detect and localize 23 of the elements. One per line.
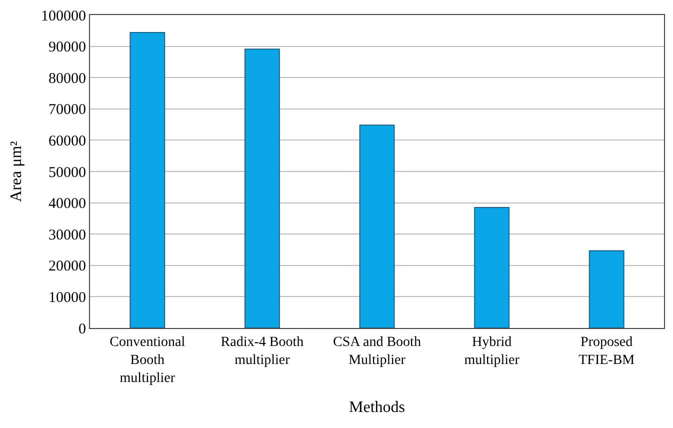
y-tick-label: 30000 [48, 227, 86, 244]
x-tick-label: Hybrid multiplier [464, 334, 520, 368]
y-tick-label: 70000 [48, 102, 86, 118]
y-tick-label: 100000 [41, 8, 86, 24]
y-tick-label: 50000 [48, 164, 86, 181]
y-tick-label: 0 [78, 321, 86, 338]
bar [359, 124, 395, 328]
y-tick-label: 10000 [48, 290, 86, 306]
x-tick-label: Conventional Booth multiplier [110, 334, 186, 386]
bar [244, 48, 280, 328]
y-tick-label: 80000 [48, 70, 86, 87]
x-axis-title: Methods [349, 398, 405, 416]
bar [130, 32, 166, 328]
y-tick-label: 20000 [48, 258, 86, 275]
y-tick-label: 60000 [48, 133, 86, 150]
x-tick-label: Radix-4 Booth multiplier [220, 334, 304, 368]
x-tick-label: CSA and Booth Multiplier [333, 334, 421, 368]
y-tick-label: 40000 [48, 196, 86, 212]
bar [474, 207, 510, 328]
bar [588, 250, 624, 328]
y-tick-label: 90000 [48, 40, 86, 56]
x-tick-label: Proposed TFIE-BM [578, 334, 636, 368]
y-axis-title: Area μm² [8, 140, 25, 202]
